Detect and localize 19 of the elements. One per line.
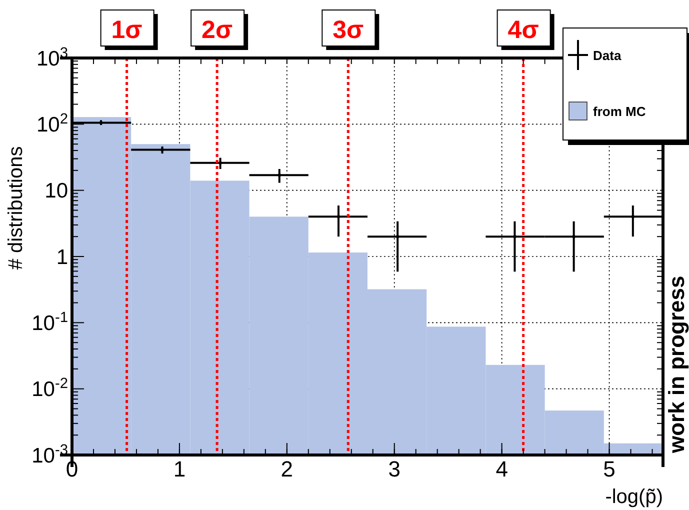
legend-label: Data (593, 48, 622, 63)
x-tick-label: 1 (173, 456, 186, 482)
x-tick-label: 4 (496, 456, 508, 482)
ref-line-label: 1σ (111, 16, 142, 44)
y-axis-title: # distributions (5, 146, 27, 270)
ref-line-label: 4σ (508, 16, 539, 44)
y-tick-label: 10$^{-1}$ (32, 310, 68, 336)
y-tick-label: 10$^{-2}$ (32, 376, 68, 402)
x-tick-label: 3 (388, 456, 400, 482)
x-tick-label: 2 (280, 456, 294, 482)
ref-line-label: 3σ (332, 16, 364, 44)
y-tick-label: 10$^{2}$ (36, 112, 68, 137)
legend-label: from MC (593, 104, 646, 119)
text: work in progress (664, 276, 689, 454)
x-axis-title: -log(p̃) (605, 486, 663, 508)
y-tick-label: 1 (56, 246, 68, 269)
ref-line-label: 2σ (202, 16, 233, 44)
y-tick-label: 10 (44, 180, 68, 203)
x-tick-label: 5 (603, 456, 616, 482)
